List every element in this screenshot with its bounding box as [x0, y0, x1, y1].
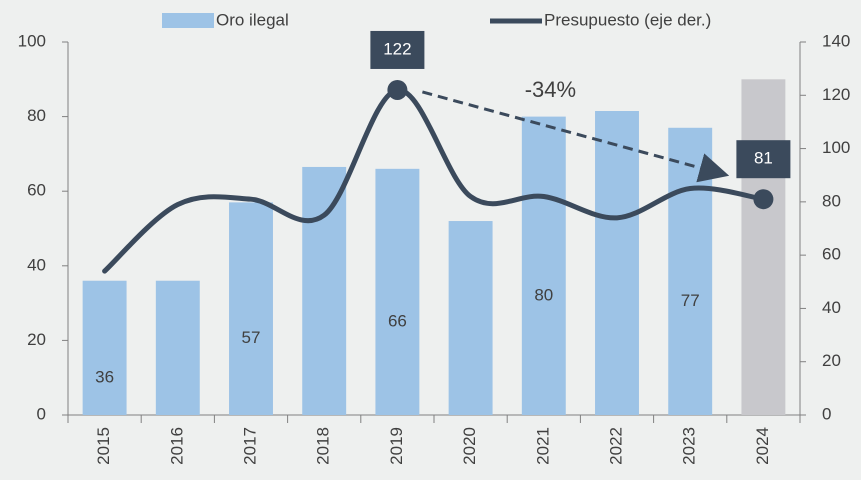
bar — [521, 116, 566, 415]
bar — [448, 221, 493, 415]
y2-tick-label: 100 — [822, 138, 850, 157]
x-tick-label: 2019 — [387, 427, 406, 465]
bar-value-label: 77 — [681, 291, 700, 310]
line-marker — [753, 189, 774, 210]
x-tick-label: 2015 — [94, 427, 113, 465]
y2-tick-label: 0 — [822, 404, 831, 423]
line-value-label: 122 — [383, 39, 411, 58]
bar-value-label: 80 — [534, 285, 553, 304]
annotation: -34% — [525, 77, 576, 102]
y2-tick-label: 40 — [822, 298, 841, 317]
x-tick-label: 2023 — [680, 427, 699, 465]
y-tick-label: 100 — [18, 31, 46, 50]
line-value-label: 81 — [754, 149, 773, 168]
legend-label: Oro ilegal — [216, 10, 289, 29]
line — [102, 87, 766, 274]
label-box — [736, 140, 791, 179]
y2-tick-label: 20 — [822, 351, 841, 370]
bar — [741, 79, 786, 416]
bar-value-label: 36 — [95, 367, 114, 386]
y-tick-label: 20 — [27, 330, 46, 349]
line-marker — [387, 79, 408, 100]
bar — [375, 168, 420, 415]
y-tick-label: 60 — [27, 181, 46, 200]
x-tick-label: 2016 — [167, 427, 186, 465]
x-tick-label: 2021 — [533, 427, 552, 465]
x-tick-label: 2018 — [314, 427, 333, 465]
y2-tick-label: 80 — [822, 191, 841, 210]
bar — [595, 111, 639, 415]
bar — [302, 166, 347, 415]
bar — [229, 202, 273, 415]
x-tick-label: 2020 — [460, 427, 479, 465]
y2-tick-label: 140 — [822, 31, 850, 50]
x-tick-label: 2022 — [606, 427, 625, 465]
y2-tick-label: 60 — [822, 245, 841, 264]
x-tick-label: 2024 — [753, 427, 772, 465]
y-tick-label: 80 — [27, 106, 46, 125]
bar — [82, 280, 127, 415]
bar-value-label: 66 — [388, 311, 407, 330]
y2-tick-label: 120 — [822, 85, 850, 104]
legend-label: Presupuesto (eje der.) — [544, 10, 711, 29]
y-tick-label: 0 — [37, 404, 46, 423]
legend-swatch — [162, 13, 214, 28]
bar-value-label: 57 — [242, 328, 261, 347]
x-tick-label: 2017 — [240, 427, 259, 465]
trend-arrow — [422, 90, 730, 183]
label-box — [370, 30, 425, 69]
y-tick-label: 40 — [27, 255, 46, 274]
bar — [155, 280, 200, 415]
